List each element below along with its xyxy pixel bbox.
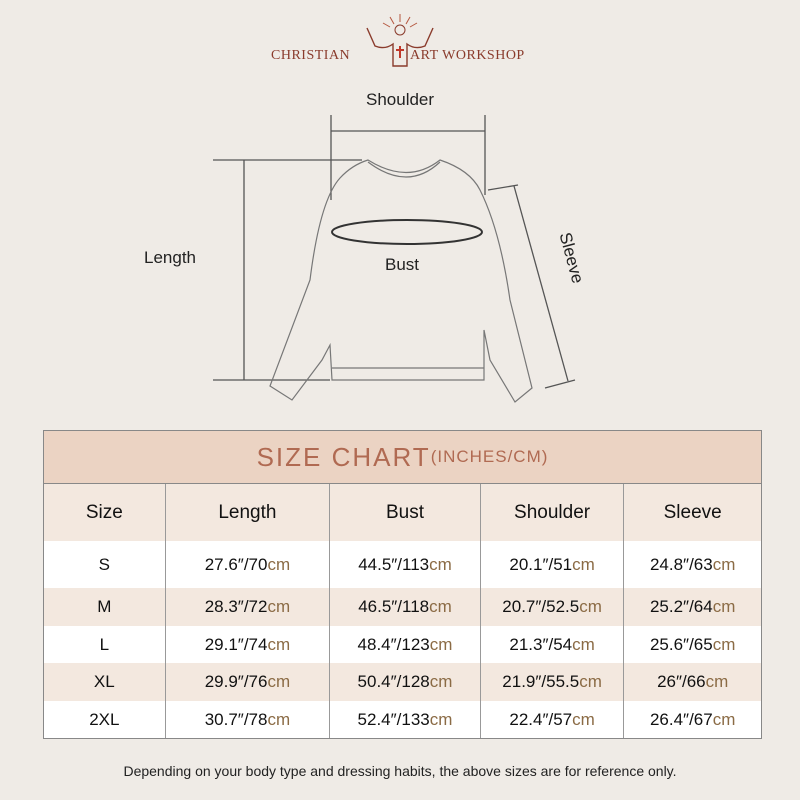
table-title: SIZE CHART (INCHES/CM) <box>44 431 761 484</box>
size-cell: XL <box>93 672 115 691</box>
measure-cell: 27.6″/70 cm <box>164 541 330 588</box>
measure-cell: 24.8″/63 cm <box>623 541 761 588</box>
measure-cell: 52.4″/133 cm <box>329 701 480 738</box>
size-cell: M <box>97 597 112 616</box>
length-label: Length <box>144 248 196 267</box>
measure-cell: 20.7″/52.5 cm <box>479 588 624 626</box>
size-chart-table: SIZE CHART (INCHES/CM) Size Length Bust S… <box>43 430 762 739</box>
header-size: Size <box>85 501 123 523</box>
shoulder-label: Shoulder <box>366 90 435 109</box>
table-row: 2XL 30.7″/78 cm 52.4″/133 cm 22.4″/57 cm 26.4″/… <box>44 701 761 738</box>
size-cell: 2XL <box>89 709 120 729</box>
table-row: S 27.6″/70 cm 44.5″/113 cm 20.1″/51 cm 24.8″/63… <box>44 541 761 588</box>
sweater-diagram <box>213 115 576 403</box>
measure-cell: 21.3″/54 cm <box>479 626 624 663</box>
measure-cell: 25.2″/64 cm <box>623 588 761 626</box>
size-cell: L <box>99 634 110 654</box>
measure-cell: 26″/66 cm <box>623 663 761 701</box>
measure-cell: 26.4″/67 cm <box>623 701 761 738</box>
measure-cell: 25.6″/65 cm <box>623 626 761 663</box>
measure-cell: 48.4″/123 cm <box>329 626 480 663</box>
bust-label: Bust <box>385 255 420 274</box>
header-bust: Bust <box>329 484 480 541</box>
brand-right: ART WORKSHOP <box>410 48 525 63</box>
measure-cell: 50.4″/128 cm <box>329 663 480 701</box>
measure-cell: 21.9″/55.5 cm <box>479 663 624 701</box>
measure-cell: 46.5″/118 cm <box>329 588 480 626</box>
measure-cell: 29.9″/76 cm <box>164 663 330 701</box>
measure-cell: 29.1″/74 cm <box>164 626 330 663</box>
header-shoulder: Shoulder <box>479 484 624 541</box>
table-row: L 29.1″/74 cm 48.4″/123 cm 21.3″/54 cm 25.6″/65… <box>44 626 761 663</box>
size-cell: S <box>98 554 110 574</box>
header-sleeve: Sleeve <box>623 484 761 541</box>
measure-cell: 22.4″/57 cm <box>479 701 624 738</box>
table-row: M 28.3″/72 cm 46.5″/118 cm 20.7″/52.5 cm 25.2″/… <box>44 588 761 626</box>
measure-cell: 30.7″/78 cm <box>164 701 330 738</box>
brand-left: CHRISTIAN <box>271 48 351 63</box>
measure-cell: 44.5″/113 cm <box>329 541 480 588</box>
logo-icon <box>366 14 434 67</box>
header-row: Size Length Bust Shoulder Sleeve <box>44 484 761 541</box>
measure-cell: 20.1″/51 cm <box>479 541 624 588</box>
header-length: Length <box>164 484 330 541</box>
reference-note: Depending on your body type and dressing… <box>123 763 677 779</box>
measure-cell: 28.3″/72 cm <box>164 588 330 626</box>
table-row: XL 29.9″/76 cm 50.4″/128 cm 21.9″/55.5 cm 26″/6… <box>44 663 761 701</box>
